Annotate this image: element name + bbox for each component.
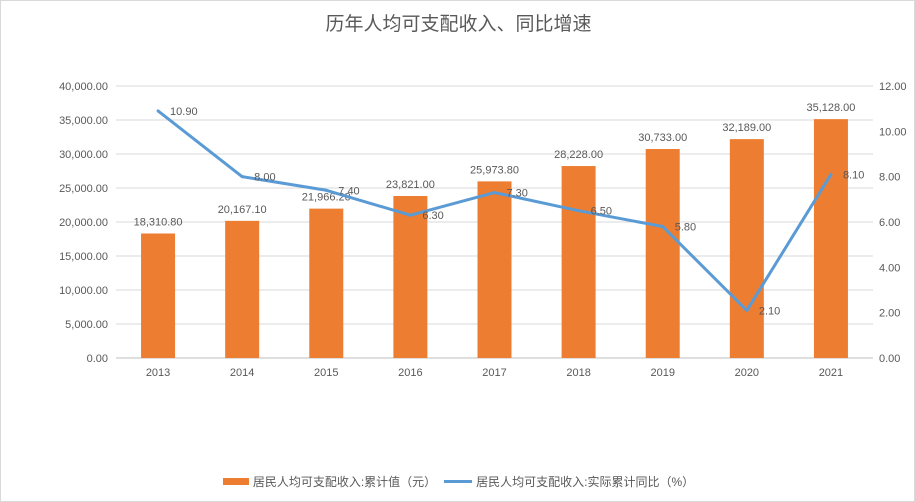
bar-data-label: 32,189.00: [722, 122, 771, 134]
line-data-label: 7.30: [507, 188, 528, 200]
line-point: [661, 225, 665, 229]
line-data-label: 5.80: [675, 222, 696, 234]
bar: [561, 166, 596, 358]
y-right-tick-label: 10.00: [879, 126, 907, 138]
legend-swatch-bar: [222, 478, 249, 485]
bar-data-label: 30,733.00: [638, 132, 687, 144]
bar-data-label: 28,228.00: [554, 149, 603, 161]
y-right-tick-label: 4.00: [879, 262, 900, 274]
bar: [141, 233, 176, 358]
line-data-label: 8.00: [254, 172, 275, 184]
x-tick-label: 2018: [566, 367, 590, 379]
y-left-tick-label: 30,000.00: [59, 149, 108, 161]
bar-data-label: 20,167.10: [218, 204, 267, 216]
line-data-label: 6.30: [422, 210, 443, 222]
y-right-tick-label: 8.00: [879, 172, 900, 184]
line-point: [493, 191, 496, 195]
line-data-label: 10.90: [170, 106, 198, 118]
legend-label-bar: 居民人均可支配收入:累计值（元）: [252, 475, 437, 489]
line-point: [577, 209, 581, 213]
line-data-label: 6.50: [591, 206, 612, 218]
y-right-tick-label: 6.00: [879, 217, 900, 229]
bar-data-label: 23,821.00: [386, 179, 435, 191]
legend-item-line[interactable]: 居民人均可支配收入:实际累计同比（%）: [444, 473, 694, 490]
bar: [393, 196, 428, 358]
legend-swatch-line: [444, 480, 473, 483]
x-tick-label: 2020: [735, 367, 759, 379]
y-left-tick-label: 25,000.00: [59, 183, 108, 195]
y-right-tick-label: 2.00: [879, 308, 900, 320]
y-left-tick-label: 35,000.00: [59, 115, 108, 127]
line-point: [324, 188, 328, 192]
line-data-label: 2.10: [759, 305, 780, 317]
bar-data-label: 18,310.80: [134, 216, 183, 228]
legend-label-line: 居民人均可支配收入:实际累计同比（%）: [476, 475, 695, 489]
y-left-tick-label: 0.00: [87, 353, 108, 365]
y-left-tick-label: 10,000.00: [59, 285, 108, 297]
x-tick-label: 2017: [482, 367, 506, 379]
x-tick-label: 2021: [819, 367, 843, 379]
y-left-tick-label: 20,000.00: [59, 217, 108, 229]
bar: [813, 119, 848, 358]
line-data-label: 8.10: [843, 169, 864, 181]
x-tick-label: 2014: [230, 367, 254, 379]
bar: [645, 149, 680, 358]
y-left-tick-label: 5,000.00: [65, 319, 108, 331]
bar-data-label: 25,973.80: [470, 164, 519, 176]
bar: [729, 139, 764, 358]
legend: 居民人均可支配收入:累计值（元） 居民人均可支配收入:实际累计同比（%）: [1, 473, 914, 490]
line-point: [408, 213, 412, 217]
x-tick-label: 2015: [314, 367, 338, 379]
line-point: [156, 109, 160, 113]
line-point: [240, 175, 244, 179]
legend-item-bar[interactable]: 居民人均可支配收入:累计值（元）: [222, 473, 437, 490]
bar: [225, 220, 260, 358]
line-point: [745, 308, 749, 312]
line-data-label: 7.40: [338, 185, 359, 197]
x-tick-label: 2013: [146, 367, 170, 379]
chart-title: 历年人均可支配收入、同比增速: [325, 13, 592, 35]
x-tick-label: 2019: [650, 367, 674, 379]
bar: [309, 208, 344, 358]
y-right-tick-label: 12.00: [879, 81, 907, 93]
y-left-tick-label: 40,000.00: [59, 81, 108, 93]
x-tick-label: 2016: [398, 367, 422, 379]
line-point: [829, 172, 833, 176]
bar: [477, 181, 512, 358]
y-left-tick-label: 15,000.00: [59, 251, 108, 263]
y-right-tick-label: 0.00: [879, 353, 900, 365]
bar-data-label: 35,128.00: [806, 102, 855, 114]
